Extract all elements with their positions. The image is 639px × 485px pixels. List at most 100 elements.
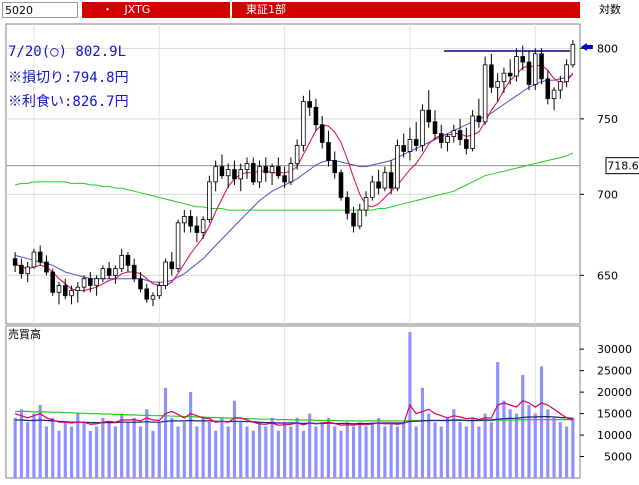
candle bbox=[476, 98, 482, 128]
candle bbox=[62, 278, 68, 300]
candle-body bbox=[570, 43, 576, 66]
stock-code-field[interactable]: 5020 bbox=[2, 2, 78, 18]
volume-bar bbox=[214, 430, 218, 478]
candle-body bbox=[238, 169, 244, 180]
candle-body bbox=[75, 286, 81, 292]
volume-bar bbox=[44, 426, 49, 478]
volume-bar bbox=[163, 387, 168, 478]
candle-body bbox=[232, 169, 237, 180]
candle bbox=[294, 139, 300, 170]
volume-bar bbox=[508, 409, 512, 478]
candle-body bbox=[182, 216, 187, 224]
candle-body bbox=[276, 166, 281, 177]
candle bbox=[207, 175, 212, 223]
candle-body bbox=[539, 53, 544, 80]
candle bbox=[31, 248, 37, 269]
volume-bar bbox=[477, 426, 481, 478]
current-price-box bbox=[605, 157, 639, 175]
candle-body bbox=[250, 163, 256, 183]
candle-body bbox=[344, 197, 350, 214]
volume-bar bbox=[464, 426, 468, 478]
candle-body bbox=[200, 219, 206, 233]
candle bbox=[539, 48, 544, 85]
volume-title: 売買高 bbox=[8, 327, 41, 341]
candle-body bbox=[413, 139, 419, 146]
candle bbox=[81, 275, 87, 293]
volume-bar bbox=[358, 422, 362, 478]
volume-bar bbox=[364, 426, 368, 478]
candle bbox=[131, 258, 137, 283]
candle bbox=[106, 261, 112, 279]
candle-body bbox=[363, 197, 369, 211]
candle bbox=[282, 166, 287, 189]
volume-bar bbox=[402, 422, 406, 478]
market-name: 東証1部 bbox=[246, 3, 286, 16]
candle bbox=[138, 272, 143, 293]
candle-body bbox=[451, 130, 457, 137]
volume-bar bbox=[445, 417, 450, 478]
candle-body bbox=[244, 163, 250, 171]
candle bbox=[338, 169, 344, 201]
candle-body bbox=[326, 142, 331, 161]
ma-long-line bbox=[14, 152, 574, 211]
candle bbox=[432, 110, 438, 140]
volume-bar bbox=[370, 422, 374, 478]
candle bbox=[50, 268, 56, 296]
volume-bar bbox=[433, 422, 437, 478]
candle bbox=[570, 40, 576, 68]
candle-body bbox=[88, 278, 93, 286]
candle-body bbox=[131, 264, 137, 280]
volume-bar bbox=[126, 422, 130, 478]
candle bbox=[520, 45, 526, 71]
candle-body bbox=[495, 81, 500, 88]
candle bbox=[438, 124, 444, 149]
volume-bar bbox=[527, 405, 531, 478]
candle-body bbox=[457, 130, 463, 140]
volume-bar bbox=[69, 426, 74, 478]
volume-bar bbox=[276, 430, 280, 478]
candle bbox=[326, 130, 331, 167]
candle bbox=[88, 272, 93, 293]
candle bbox=[401, 133, 406, 158]
volume-ma-short-line bbox=[14, 400, 574, 426]
scale-mode-label[interactable]: 対数 bbox=[599, 3, 621, 16]
candle bbox=[489, 53, 494, 93]
candle-body bbox=[338, 172, 344, 198]
candle bbox=[12, 252, 18, 273]
volume-tick-label: 25000 bbox=[597, 365, 632, 378]
volume-bars bbox=[13, 332, 575, 478]
volume-panel bbox=[5, 325, 581, 479]
volume-bar bbox=[270, 417, 274, 478]
candle-body bbox=[514, 56, 519, 77]
candle-body bbox=[25, 266, 30, 275]
candle bbox=[113, 265, 118, 284]
candle-body bbox=[62, 285, 68, 297]
candle-body bbox=[81, 278, 87, 288]
candle bbox=[501, 67, 507, 93]
candle bbox=[200, 216, 206, 239]
candle-body bbox=[194, 225, 200, 233]
candle-body bbox=[56, 285, 62, 293]
candle bbox=[182, 210, 187, 233]
info-take-profit: ※利食い:826.7円 bbox=[8, 94, 129, 110]
candle-body bbox=[307, 101, 312, 108]
candle-body bbox=[50, 271, 56, 293]
candle-body bbox=[138, 278, 143, 290]
volume-bar bbox=[546, 409, 550, 478]
stock-name: JXTG bbox=[124, 3, 151, 16]
candle-body bbox=[382, 172, 388, 189]
candle-body bbox=[144, 288, 150, 300]
volume-bar bbox=[107, 422, 111, 478]
candle bbox=[470, 110, 475, 152]
candle-body bbox=[188, 216, 193, 227]
volume-tick-label: 15000 bbox=[597, 408, 632, 421]
volume-bar bbox=[151, 430, 155, 478]
volume-bar bbox=[232, 400, 237, 478]
stock-name-marker: ・ bbox=[102, 3, 113, 16]
candle bbox=[56, 282, 62, 305]
volume-bar bbox=[333, 426, 337, 478]
candle-body bbox=[207, 181, 212, 221]
stock-name-bar: ・ JXTG bbox=[82, 2, 230, 18]
candle-body bbox=[150, 295, 156, 300]
candle-body bbox=[31, 251, 37, 268]
